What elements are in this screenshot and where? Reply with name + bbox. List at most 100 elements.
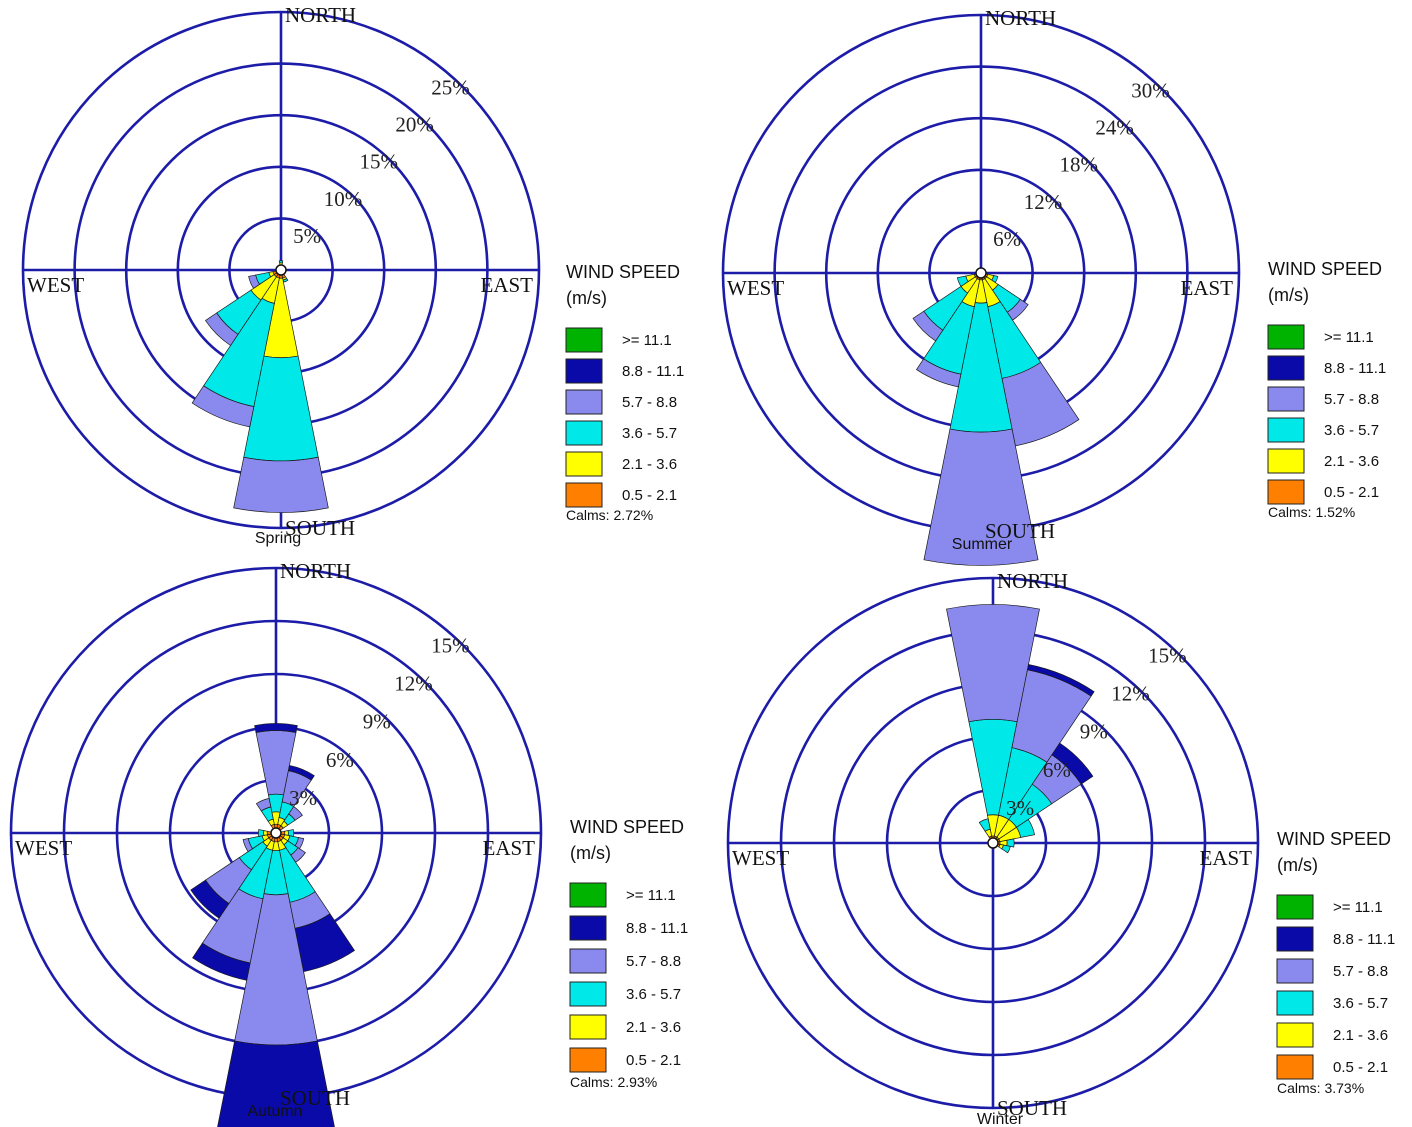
wedge-segment (190, 879, 230, 919)
wedge-segment (923, 428, 1039, 566)
ring-labels: 3% 6% 9% 12% 15% (1006, 643, 1187, 820)
wedge-segment (1001, 844, 1011, 854)
legend-swatch (565, 358, 603, 384)
legend-bin-label: >= 11.1 (1333, 899, 1383, 916)
direction-wedges (912, 272, 1080, 566)
wind-rose-autumn: 3% 6% 9% 12% 15% NORTH SOUTH EAST WEST A… (9, 559, 688, 1127)
legend-swatch (565, 327, 603, 353)
west-label: WEST (727, 276, 784, 300)
legend-bin-label: 3.6 - 5.7 (626, 986, 681, 1003)
north-label: NORTH (997, 569, 1068, 593)
legend-bin-label: 3.6 - 5.7 (622, 425, 677, 442)
wedge-segment (192, 942, 251, 981)
legend: WIND SPEED (m/s) >= 11.1 8.8 - 11.1 5.7 - … (1267, 259, 1386, 520)
legend-swatch (569, 948, 607, 974)
legend-bin-label: 5.7 - 8.8 (622, 394, 677, 411)
ring-label: 12% (1111, 682, 1150, 706)
direction-wedges (190, 723, 356, 1127)
ring-label: 24% (1095, 116, 1134, 140)
legend-bin-label: 0.5 - 2.1 (626, 1052, 681, 1069)
ring-labels: 6% 12% 18% 24% 30% (993, 78, 1170, 250)
wedge-segment (978, 818, 991, 832)
ring-label: 3% (1006, 796, 1034, 820)
center-marker (275, 264, 287, 276)
season-title: Winter (977, 1111, 1024, 1127)
ring-label: 5% (293, 224, 321, 248)
legend-bin-label: 5.7 - 8.8 (626, 953, 681, 970)
direction-wedges (191, 260, 329, 513)
north-label: NORTH (285, 3, 356, 27)
legend-bin-label: 2.1 - 3.6 (1333, 1027, 1388, 1044)
wedge-segment (916, 358, 962, 388)
legend-swatch (565, 482, 603, 508)
wedge-segment (254, 723, 298, 733)
ring-label: 10% (324, 187, 363, 211)
legend-title: WIND SPEED (566, 262, 680, 282)
east-label: EAST (481, 273, 534, 297)
north-label: NORTH (985, 6, 1056, 30)
season-title: Spring (255, 530, 301, 547)
wedge-segment (1027, 664, 1095, 697)
legend-unit: (m/s) (1277, 855, 1318, 875)
north-label: NORTH (280, 559, 351, 583)
legend-bin-label: 8.8 - 11.1 (626, 920, 688, 937)
ring-labels: 5% 10% 15% 20% 25% (293, 75, 470, 247)
wind-rose-winter: 3% 6% 9% 12% 15% NORTH SOUTH EAST WEST W… (726, 569, 1395, 1127)
south-label: SOUTH (985, 519, 1055, 543)
ring-label: 15% (1148, 643, 1187, 667)
legend-bin-label: 8.8 - 11.1 (1324, 360, 1386, 377)
wedge-segment (1016, 818, 1036, 838)
ring-label: 15% (431, 633, 470, 657)
legend-swatch (1267, 324, 1305, 350)
wedge-segment (248, 274, 261, 289)
legend-swatch (1267, 386, 1305, 412)
legend-bin-label: 8.8 - 11.1 (622, 363, 684, 380)
wind-rose-spring: 5% 10% 15% 20% 25% NORTH SOUTH EAST WEST… (21, 3, 684, 547)
calms-label: Calms: 2.72% (566, 507, 653, 523)
ring-label: 12% (1024, 190, 1063, 214)
season-title: Autumn (247, 1103, 302, 1120)
wedge-segment (191, 385, 255, 428)
legend-swatch (565, 420, 603, 446)
wedge-segment (263, 830, 268, 836)
legend-bin-label: 2.1 - 3.6 (622, 456, 677, 473)
ring-label: 30% (1131, 78, 1170, 102)
legend-bin-label: 5.7 - 8.8 (1324, 391, 1379, 408)
legend-bin-label: 0.5 - 2.1 (1333, 1059, 1388, 1076)
legend-swatch (1267, 417, 1305, 443)
ring-label: 9% (363, 710, 391, 734)
legend-swatch (1276, 958, 1314, 984)
ring-label: 20% (395, 113, 434, 137)
legend-bin-label: 2.1 - 3.6 (626, 1019, 681, 1036)
wedge-segment (255, 797, 272, 812)
legend-bin-label: 8.8 - 11.1 (1333, 931, 1395, 948)
wedge-segment (912, 310, 944, 342)
legend-bin-label: 0.5 - 2.1 (1324, 484, 1379, 501)
legend: WIND SPEED (m/s) >= 11.1 8.8 - 11.1 5.7 - … (1276, 829, 1395, 1096)
east-label: EAST (1181, 276, 1234, 300)
center-marker (987, 837, 999, 849)
legend-bin-label: >= 11.1 (1324, 329, 1374, 346)
calms-label: Calms: 2.93% (570, 1074, 657, 1090)
legend-swatch (569, 1047, 607, 1073)
south-label: SOUTH (280, 1086, 350, 1110)
legend-swatch (1276, 1054, 1314, 1080)
legend-bin-label: >= 11.1 (626, 887, 676, 904)
wedge-segment (217, 1040, 335, 1127)
ring-label: 25% (431, 75, 470, 99)
legend-swatch (565, 451, 603, 477)
ring-label: 6% (1043, 758, 1071, 782)
east-label: EAST (1200, 846, 1253, 870)
calms-label: Calms: 3.73% (1277, 1080, 1364, 1096)
legend-swatch (565, 389, 603, 415)
ring-label: 9% (1080, 720, 1108, 744)
legend: WIND SPEED (m/s) >= 11.1 8.8 - 11.1 5.7 - … (569, 817, 688, 1090)
season-title: Summer (952, 536, 1013, 553)
west-label: WEST (27, 273, 84, 297)
legend-title: WIND SPEED (1268, 259, 1382, 279)
legend-unit: (m/s) (570, 843, 611, 863)
calms-label: Calms: 1.52% (1268, 504, 1355, 520)
west-label: WEST (15, 836, 72, 860)
ring-label: 3% (289, 786, 317, 810)
wedge-segment (257, 829, 265, 837)
